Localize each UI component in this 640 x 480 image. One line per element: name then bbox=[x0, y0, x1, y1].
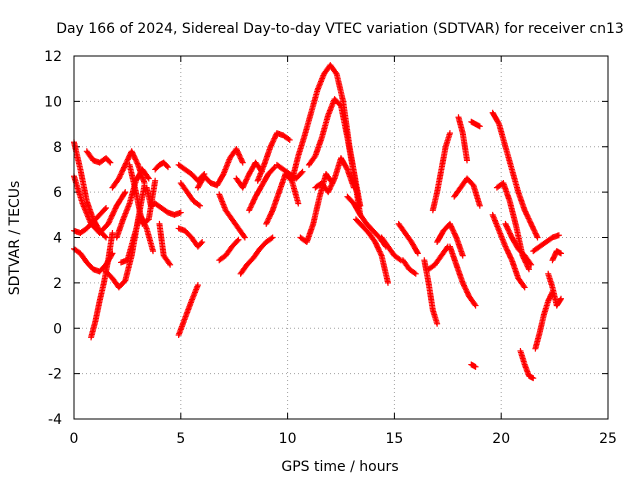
series-arc50 bbox=[517, 347, 537, 382]
series-arc06 bbox=[88, 229, 116, 341]
series-arc54 bbox=[549, 248, 565, 264]
series-arc37 bbox=[421, 257, 441, 327]
x-tick-label: 10 bbox=[279, 431, 297, 447]
y-tick-label: 8 bbox=[53, 140, 62, 156]
series-arc45 bbox=[468, 361, 479, 370]
series-arc43 bbox=[455, 114, 471, 164]
series-arc13 bbox=[152, 159, 171, 173]
series-arc22 bbox=[237, 234, 276, 277]
x-tick-label: 15 bbox=[385, 431, 403, 447]
y-tick-label: -2 bbox=[48, 367, 62, 383]
series-arc35 bbox=[395, 220, 421, 257]
tick-labels: 0 5 10 15 20 25 -4 -2 0 2 4 6 8 10 12 bbox=[44, 49, 617, 447]
series-arc26 bbox=[263, 170, 302, 227]
series-arc25 bbox=[254, 130, 293, 184]
x-tick-label: 0 bbox=[70, 431, 79, 447]
x-axis-label: GPS time / hours bbox=[281, 459, 398, 475]
y-tick-label: -4 bbox=[48, 412, 62, 428]
series-arc49 bbox=[502, 220, 535, 268]
series-arc33 bbox=[352, 216, 391, 286]
series-arc08 bbox=[109, 148, 148, 191]
series-arc39 bbox=[434, 220, 466, 259]
y-tick-label: 6 bbox=[53, 185, 62, 201]
series-arc40 bbox=[429, 130, 453, 214]
series-arc41 bbox=[451, 175, 483, 209]
data-points bbox=[71, 62, 565, 382]
x-tick-label: 5 bbox=[176, 431, 185, 447]
y-tick-label: 2 bbox=[53, 276, 62, 292]
series-arc53 bbox=[545, 270, 565, 309]
y-axis-label: SDTVAR / TECUs bbox=[7, 181, 23, 296]
series-arc38 bbox=[425, 243, 451, 273]
series-arc51 bbox=[530, 232, 562, 255]
series-arc52 bbox=[532, 288, 556, 352]
series-arc44 bbox=[468, 118, 483, 130]
series-arc34 bbox=[378, 234, 404, 264]
y-tick-label: 0 bbox=[53, 321, 62, 337]
series-arc31 bbox=[312, 155, 357, 196]
series-arc21 bbox=[216, 236, 242, 264]
series-arc24 bbox=[233, 159, 265, 191]
series-arc18 bbox=[177, 180, 204, 209]
series-arc23 bbox=[246, 164, 278, 214]
y-tick-label: 12 bbox=[44, 49, 62, 65]
chart-title: Day 166 of 2024, Sidereal Day-to-day VTE… bbox=[56, 21, 624, 37]
y-tick-label: 4 bbox=[53, 231, 62, 247]
series-arc15 bbox=[175, 282, 201, 339]
plot-frame bbox=[73, 55, 609, 420]
series-arc36 bbox=[399, 257, 419, 277]
series-arc12 bbox=[143, 184, 184, 218]
series-arc48 bbox=[489, 211, 528, 291]
series-arc14 bbox=[156, 220, 174, 268]
series-arc29 bbox=[305, 96, 364, 218]
series-arc16 bbox=[175, 225, 206, 250]
series-arc42 bbox=[446, 243, 479, 309]
series-arc20 bbox=[216, 191, 248, 241]
x-tick-label: 20 bbox=[492, 431, 510, 447]
series-arc19 bbox=[194, 146, 246, 191]
series-arc05 bbox=[83, 148, 114, 166]
x-tick-label: 25 bbox=[599, 431, 617, 447]
y-tick-label: 10 bbox=[44, 94, 62, 110]
series-arc46 bbox=[489, 109, 541, 241]
